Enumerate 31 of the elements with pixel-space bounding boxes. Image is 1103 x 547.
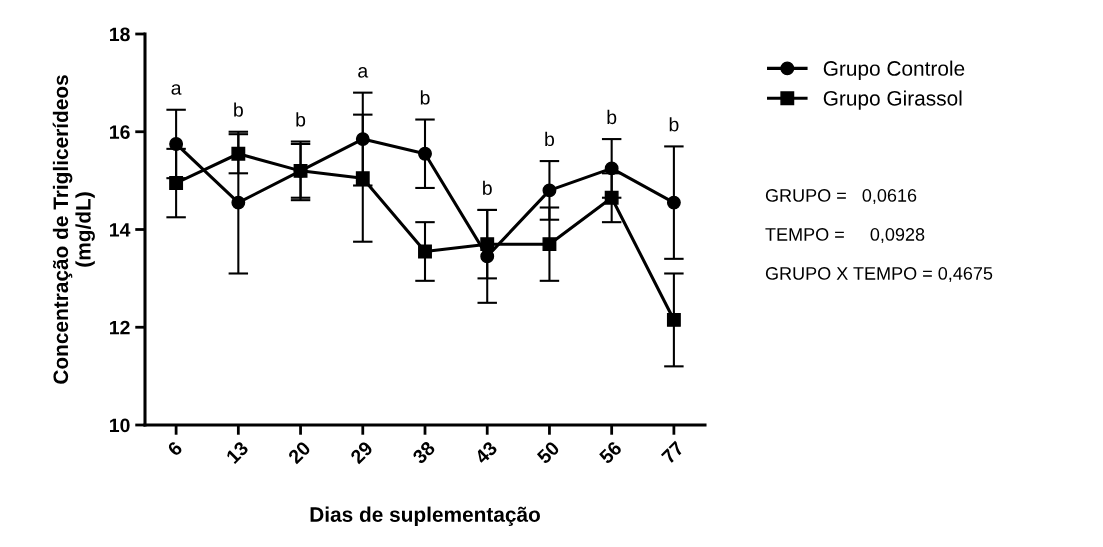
annotation: a (171, 84, 182, 95)
x-tick-label: 77 (660, 440, 685, 465)
annotation: b (420, 90, 430, 105)
x-tick-label: 20 (287, 440, 312, 465)
x-tick-label: 13 (225, 440, 250, 465)
y-tick-label: 18 (110, 27, 130, 42)
annotation: b (545, 131, 555, 147)
x-tick-label: 38 (411, 440, 436, 465)
y-tick-label: 16 (110, 125, 130, 139)
x-tick-label: 50 (536, 440, 561, 465)
annotation: b (296, 112, 306, 127)
x-axis-title: Dias de suplementação (310, 506, 540, 526)
x-tick-label: 6 (166, 440, 184, 457)
y-axis-title: Concentração de Triglicerídeos (mg/dL) (52, 75, 95, 384)
y-tick-label: 12 (110, 320, 130, 335)
x-tick-label: 43 (473, 440, 499, 465)
annotation: b (483, 180, 492, 195)
annotation: b (234, 102, 243, 117)
point (293, 163, 308, 178)
x-tick-label: 29 (349, 440, 374, 465)
text: GRUPO = 0,0616 (765, 189, 917, 204)
annotation: b (669, 117, 679, 132)
text: GRUPO X TEMPO = 0,4675 (765, 267, 993, 282)
y-tick-label: 10 (110, 418, 130, 433)
annotation: b (607, 109, 617, 125)
text: TEMPO = 0,0928 (765, 228, 925, 243)
legend-label: Grupo Girassol (823, 90, 962, 110)
y-tick-label: 14 (110, 223, 131, 237)
legend-label: Grupo Controle (823, 60, 965, 80)
annotation: a (358, 67, 369, 78)
x-tick-label: 56 (598, 440, 623, 465)
